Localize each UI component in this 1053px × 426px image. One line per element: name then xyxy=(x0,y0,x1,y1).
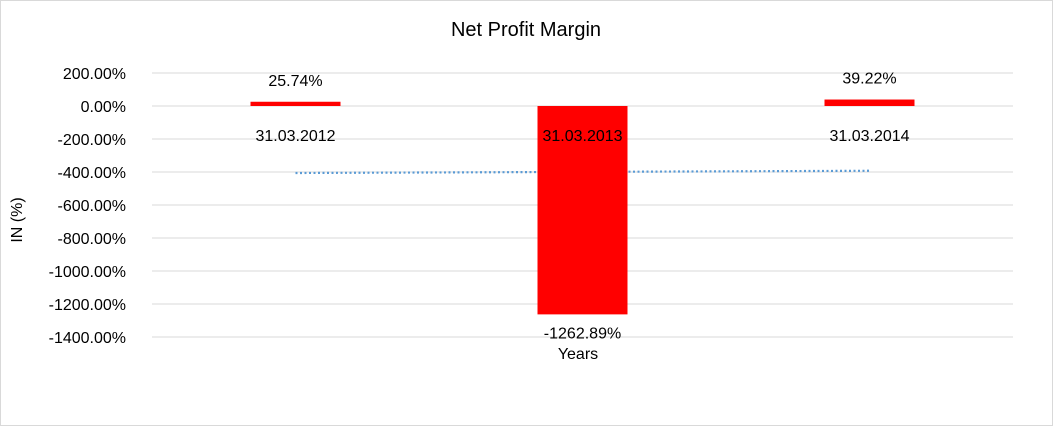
y-tick-label: -1000.00% xyxy=(49,264,126,281)
category-label: 31.03.2013 xyxy=(542,128,622,145)
y-tick-label: -200.00% xyxy=(58,132,127,149)
category-label: 31.03.2012 xyxy=(255,128,335,145)
category-label: 31.03.2014 xyxy=(829,128,909,145)
data-label: 39.22% xyxy=(842,71,896,88)
trendline xyxy=(295,169,870,175)
data-label: 25.74% xyxy=(268,73,322,90)
data-label: -1262.89% xyxy=(544,325,621,342)
y-tick-label: -800.00% xyxy=(58,231,127,248)
bar-31-03-2012 xyxy=(250,101,341,106)
bar-31-03-2013 xyxy=(537,106,628,315)
y-tick-label: -600.00% xyxy=(58,198,127,215)
chart-title: Net Profit Margin xyxy=(451,19,601,41)
y-axis-label: IN (%) xyxy=(9,197,26,242)
bar-31-03-2014 xyxy=(824,99,915,106)
y-tick-label: -400.00% xyxy=(58,165,127,182)
y-tick-label: -1200.00% xyxy=(49,297,126,314)
y-tick-label: 0.00% xyxy=(81,99,126,116)
y-tick-label: 200.00% xyxy=(63,66,126,83)
y-tick-label: -1400.00% xyxy=(49,330,126,347)
x-axis-label: Years xyxy=(558,346,598,363)
